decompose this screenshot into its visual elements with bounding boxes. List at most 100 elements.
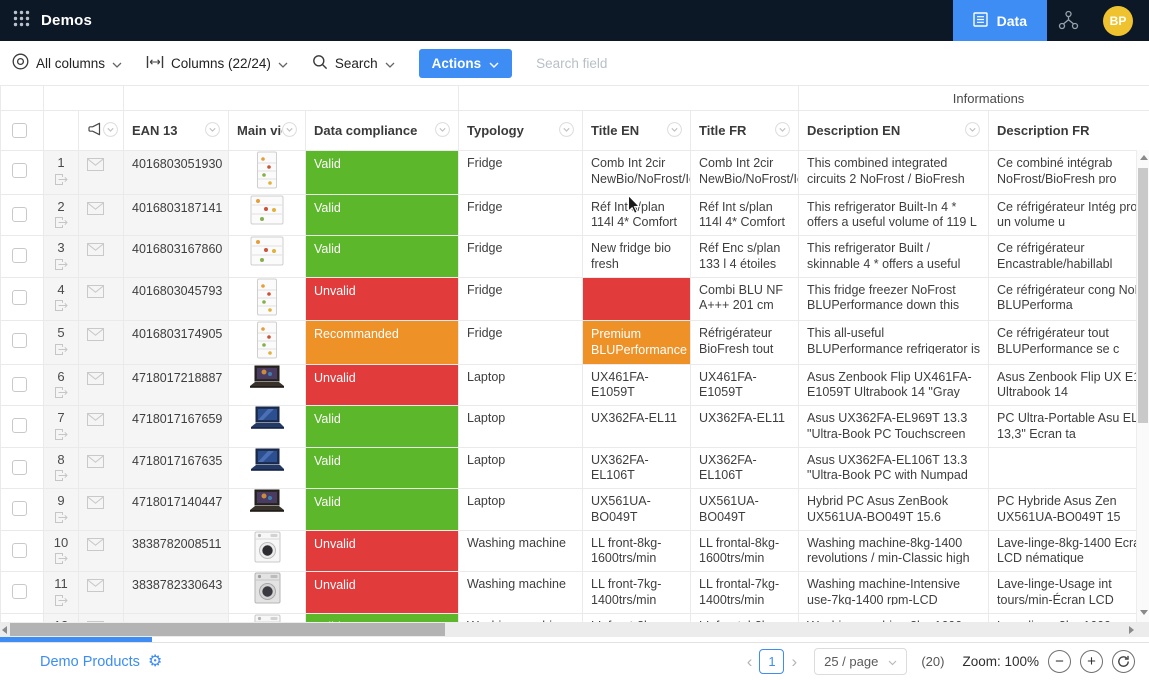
row-checkbox[interactable] xyxy=(12,501,27,516)
column-header-description-en[interactable]: Description EN xyxy=(799,111,989,151)
scroll-right-arrow[interactable] xyxy=(1129,626,1134,634)
typology-cell[interactable]: Laptop xyxy=(459,447,583,489)
app-grid-icon[interactable] xyxy=(13,10,30,32)
open-record-icon[interactable] xyxy=(44,297,78,317)
main-view-cell[interactable] xyxy=(229,151,306,195)
title-en-cell[interactable]: UX561UA-BO049T xyxy=(583,489,691,531)
title-en-cell[interactable]: Comb Int 2cir NewBio/NoFrost/Ice xyxy=(583,151,691,195)
description-en-cell[interactable]: Asus UX362FA-EL106T 13.3 "Ultra-Book PC … xyxy=(799,447,989,489)
ean-cell[interactable]: 4718017218887 xyxy=(124,364,229,406)
title-fr-cell[interactable]: Comb Int 2cir NewBio/NoFrost/Ice xyxy=(691,151,799,195)
ean-cell[interactable]: 4016803051930 xyxy=(124,151,229,195)
main-view-cell[interactable] xyxy=(229,236,306,278)
title-en-cell[interactable]: LL front-8kg-1600trs/min xyxy=(583,530,691,572)
gear-icon[interactable]: ⚙ xyxy=(148,654,162,670)
search-dropdown[interactable]: Search xyxy=(312,54,395,73)
title-en-cell[interactable]: UX461FA-E1059T xyxy=(583,364,691,406)
open-record-icon[interactable] xyxy=(44,341,78,361)
filter-icon[interactable] xyxy=(103,122,118,140)
column-header-typology[interactable]: Typology xyxy=(459,111,583,151)
title-en-cell[interactable]: LL front-7kg-1400trs/min xyxy=(583,572,691,614)
title-fr-cell[interactable]: UX362FA-EL11 xyxy=(691,406,799,448)
ean-cell[interactable]: 4016803187141 xyxy=(124,194,229,236)
compliance-cell[interactable]: Unvalid xyxy=(306,530,459,572)
main-view-cell[interactable] xyxy=(229,321,306,365)
ean-cell[interactable]: 4718017167635 xyxy=(124,447,229,489)
notification-cell[interactable] xyxy=(79,489,124,531)
zoom-in-button[interactable]: + xyxy=(1080,650,1103,673)
title-fr-cell[interactable]: Réfrigérateur BioFresh tout utile xyxy=(691,321,799,365)
compliance-cell[interactable]: Unvalid xyxy=(306,364,459,406)
scroll-down-arrow[interactable] xyxy=(1140,610,1148,615)
description-fr-cell[interactable]: Ce réfrigérateur Intég propose un volume… xyxy=(989,194,1149,236)
compliance-cell[interactable]: Valid xyxy=(306,236,459,278)
row-checkbox[interactable] xyxy=(12,207,27,222)
scroll-left-arrow[interactable] xyxy=(2,626,7,634)
filter-icon[interactable] xyxy=(205,122,220,140)
main-view-cell[interactable] xyxy=(229,406,306,448)
description-fr-cell[interactable]: Lave-linge-8kg-1600 xyxy=(989,613,1149,622)
tab-data[interactable]: Data xyxy=(953,0,1047,41)
notification-cell[interactable] xyxy=(79,447,124,489)
main-view-cell[interactable] xyxy=(229,572,306,614)
announce-header[interactable] xyxy=(79,111,124,151)
zoom-out-button[interactable]: − xyxy=(1048,650,1071,673)
title-fr-cell[interactable]: UX362FA-EL106T xyxy=(691,447,799,489)
description-en-cell[interactable]: Washing machine-Intensive use-7kg-1400 r… xyxy=(799,572,989,614)
compliance-cell[interactable]: Valid xyxy=(306,406,459,448)
typology-cell[interactable]: Laptop xyxy=(459,489,583,531)
main-view-cell[interactable] xyxy=(229,194,306,236)
open-record-icon[interactable] xyxy=(44,214,78,234)
vertical-scrollbar[interactable] xyxy=(1136,150,1149,622)
filter-icon[interactable] xyxy=(435,122,450,140)
description-fr-cell[interactable]: Ce réfrigérateur Encastrable/habillabl xyxy=(989,236,1149,278)
open-record-icon[interactable] xyxy=(44,550,78,570)
description-fr-cell[interactable]: Lave-linge-8kg-1400 Ecran LCD nématique xyxy=(989,530,1149,572)
column-header-description-fr[interactable]: Description FR xyxy=(989,111,1149,151)
typology-cell[interactable]: Laptop xyxy=(459,364,583,406)
description-fr-cell[interactable]: Lave-linge-Usage int tours/min-Écran LCD xyxy=(989,572,1149,614)
open-record-icon[interactable] xyxy=(44,384,78,404)
notification-cell[interactable] xyxy=(79,364,124,406)
notification-cell[interactable] xyxy=(79,236,124,278)
notification-cell[interactable] xyxy=(79,151,124,195)
row-checkbox[interactable] xyxy=(12,290,27,305)
typology-cell[interactable]: Fridge xyxy=(459,194,583,236)
horizontal-scrollbar-thumb[interactable] xyxy=(10,623,445,636)
typology-cell[interactable]: Fridge xyxy=(459,236,583,278)
typology-cell[interactable]: Fridge xyxy=(459,321,583,365)
row-checkbox[interactable] xyxy=(12,333,27,348)
title-en-cell[interactable]: UX362FA-EL11 xyxy=(583,406,691,448)
open-record-icon[interactable] xyxy=(44,256,78,276)
title-en-cell[interactable]: LL front-8kg- xyxy=(583,613,691,622)
description-en-cell[interactable]: This fridge freezer NoFrost BLUPerforman… xyxy=(799,277,989,321)
title-fr-cell[interactable]: LL frontal-8kg- xyxy=(691,613,799,622)
ean-cell[interactable]: 3838782008511 xyxy=(124,530,229,572)
ean-cell[interactable]: 4718017167659 xyxy=(124,406,229,448)
notification-cell[interactable] xyxy=(79,572,124,614)
filter-icon[interactable] xyxy=(667,122,682,140)
description-fr-cell[interactable]: Ce combiné intégrab NoFrost/BioFresh pro xyxy=(989,151,1149,195)
typology-cell[interactable]: Fridge xyxy=(459,277,583,321)
column-header-title-fr[interactable]: Title FR xyxy=(691,111,799,151)
filter-icon[interactable] xyxy=(775,122,790,140)
description-en-cell[interactable]: This refrigerator Built-In 4 * offers a … xyxy=(799,194,989,236)
description-fr-cell[interactable]: Ce réfrigérateur tout BLUPerformance se … xyxy=(989,321,1149,365)
filter-icon[interactable] xyxy=(282,122,297,140)
title-fr-cell[interactable]: UX461FA-E1059T xyxy=(691,364,799,406)
current-page[interactable]: 1 xyxy=(759,649,784,674)
title-fr-cell[interactable]: UX561UA-BO049T xyxy=(691,489,799,531)
title-fr-cell[interactable]: LL frontal-8kg-1600trs/min xyxy=(691,530,799,572)
row-checkbox[interactable] xyxy=(12,584,27,599)
title-fr-cell[interactable]: Combi BLU NF A+++ 201 cm xyxy=(691,277,799,321)
compliance-cell[interactable]: Valid xyxy=(306,151,459,195)
search-input[interactable] xyxy=(536,56,696,71)
columns-dropdown[interactable]: Columns (22/24) xyxy=(146,55,288,72)
compliance-cell[interactable]: Valid xyxy=(306,447,459,489)
main-view-cell[interactable] xyxy=(229,447,306,489)
notification-cell[interactable] xyxy=(79,406,124,448)
row-checkbox[interactable] xyxy=(12,460,27,475)
main-view-cell[interactable] xyxy=(229,277,306,321)
typology-cell[interactable]: Fridge xyxy=(459,151,583,195)
compliance-cell[interactable]: Unvalid xyxy=(306,572,459,614)
